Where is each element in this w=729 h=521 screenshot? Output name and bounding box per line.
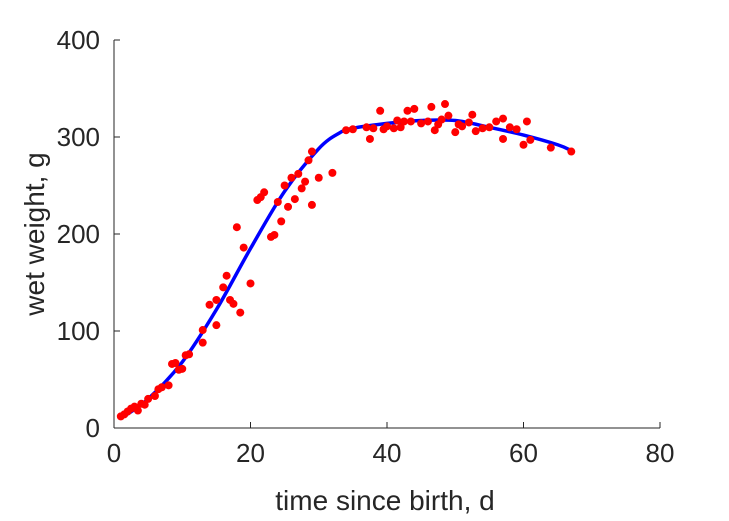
- data-point: [219, 283, 228, 292]
- y-tick-label: 0: [86, 413, 100, 443]
- data-point: [485, 123, 494, 132]
- data-point: [164, 381, 173, 390]
- data-point: [328, 168, 337, 177]
- data-point: [458, 122, 467, 131]
- data-point: [393, 116, 402, 125]
- data-point: [468, 110, 477, 119]
- data-point: [365, 134, 374, 143]
- data-point: [270, 230, 279, 239]
- data-point: [376, 106, 385, 115]
- data-point: [505, 123, 514, 132]
- data-point: [287, 173, 296, 182]
- data-point: [437, 115, 446, 124]
- data-point: [150, 391, 159, 400]
- data-point: [198, 338, 207, 347]
- data-point: [307, 200, 316, 209]
- x-axis-label: time since birth, d: [275, 485, 494, 516]
- data-point: [499, 134, 508, 143]
- data-point: [277, 217, 286, 226]
- data-point: [369, 124, 378, 133]
- x-tick-label: 20: [236, 438, 265, 468]
- data-point: [171, 359, 180, 368]
- data-point: [427, 102, 436, 111]
- data-point: [406, 117, 415, 126]
- data-point: [441, 100, 450, 109]
- data-point: [512, 125, 521, 134]
- data-point: [546, 143, 555, 152]
- data-point: [403, 106, 412, 115]
- data-point: [133, 406, 142, 415]
- data-point: [314, 173, 323, 182]
- data-point: [423, 117, 432, 126]
- data-point: [232, 223, 241, 232]
- data-point: [342, 126, 351, 135]
- data-point: [478, 124, 487, 133]
- data-point: [157, 383, 166, 392]
- data-point: [307, 147, 316, 156]
- data-point: [389, 124, 398, 133]
- data-point: [260, 188, 269, 197]
- data-point: [383, 122, 391, 131]
- data-point: [348, 125, 357, 134]
- x-tick-label: 60: [509, 438, 538, 468]
- data-point: [144, 394, 153, 403]
- data-point: [239, 243, 248, 252]
- data-point: [417, 119, 426, 128]
- data-point: [222, 271, 231, 280]
- data-point: [205, 300, 214, 309]
- data-point: [526, 135, 535, 144]
- data-point: [178, 364, 187, 373]
- x-tick-label: 80: [646, 438, 675, 468]
- data-point: [464, 118, 473, 127]
- data-point: [236, 308, 245, 317]
- axes: 0 20 40 60 80 0 100 200 300 400: [57, 25, 675, 468]
- data-point: [294, 169, 303, 178]
- data-point: [280, 181, 289, 190]
- data-point: [396, 123, 405, 132]
- data-point: [304, 156, 313, 165]
- fit-curve: [119, 118, 574, 421]
- data-point: [212, 321, 221, 330]
- data-point: [567, 147, 576, 156]
- data-point: [212, 295, 221, 304]
- data-point: [410, 104, 419, 113]
- data-point: [522, 117, 531, 126]
- data-point: [499, 114, 508, 123]
- data-point: [284, 202, 293, 211]
- data-point: [246, 279, 255, 288]
- data-point: [430, 126, 439, 135]
- y-tick-label: 200: [57, 219, 100, 249]
- data-point: [198, 326, 207, 335]
- data-point: [185, 350, 194, 359]
- y-tick-label: 400: [57, 25, 100, 55]
- data-point: [297, 184, 306, 193]
- y-axis-label: wet weight, g: [19, 152, 50, 316]
- y-tick-label: 100: [57, 316, 100, 346]
- data-point: [492, 117, 501, 126]
- data-point: [444, 111, 453, 120]
- data-point: [140, 400, 149, 409]
- data-point: [471, 127, 480, 136]
- data-point: [229, 299, 238, 308]
- data-point: [451, 128, 460, 137]
- data-point: [519, 140, 528, 149]
- data-point: [273, 197, 282, 206]
- y-tick-label: 300: [57, 122, 100, 152]
- data-point: [362, 123, 371, 132]
- data-point: [290, 195, 299, 204]
- series-layer: [116, 100, 576, 421]
- x-tick-label: 40: [373, 438, 402, 468]
- x-tick-label: 0: [107, 438, 121, 468]
- data-point: [301, 177, 310, 186]
- data-point: [400, 117, 409, 126]
